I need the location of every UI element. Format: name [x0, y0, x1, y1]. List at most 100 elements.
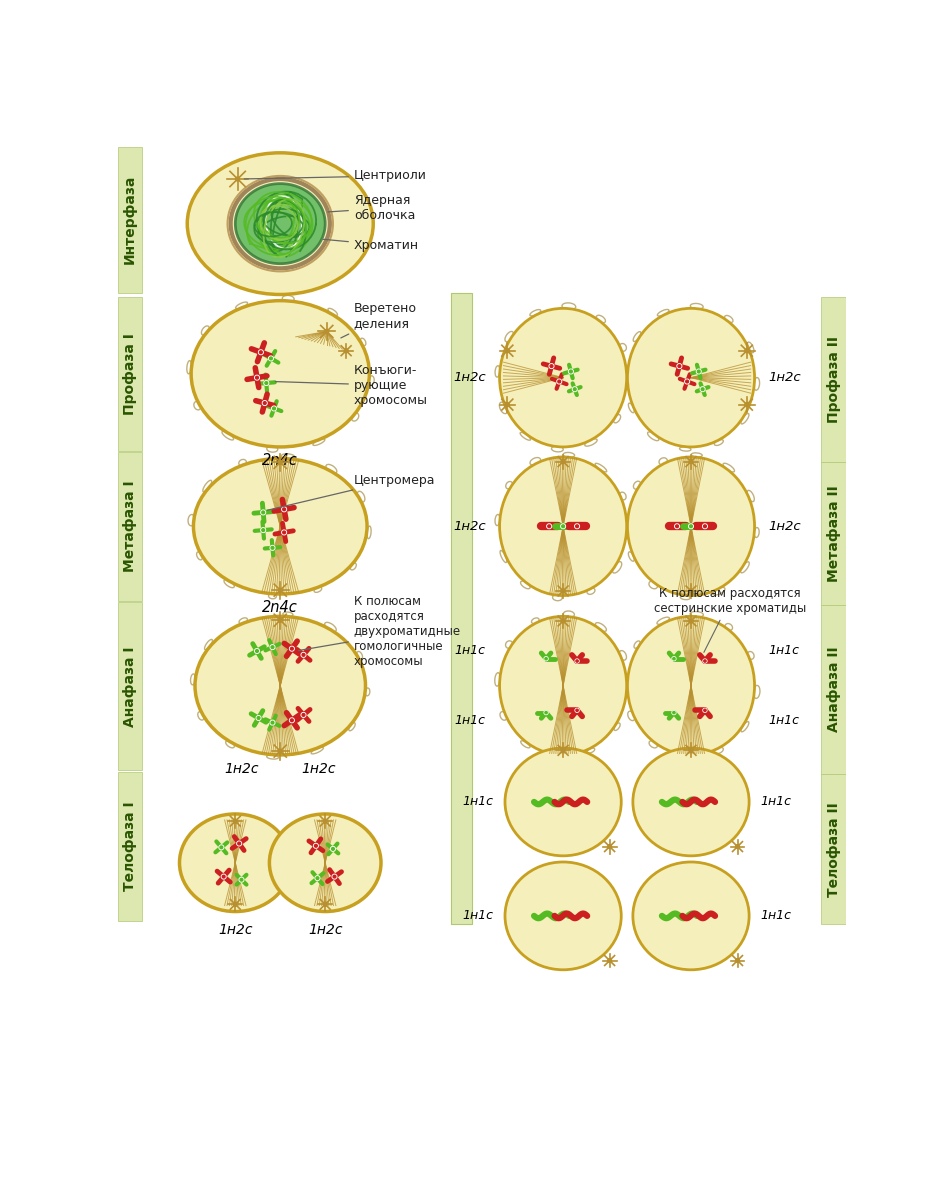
Circle shape	[672, 710, 676, 714]
Circle shape	[258, 716, 260, 720]
Ellipse shape	[499, 616, 627, 754]
Text: 1н2c: 1н2c	[225, 762, 258, 776]
Circle shape	[549, 364, 554, 369]
Circle shape	[685, 380, 689, 384]
Circle shape	[573, 388, 576, 390]
Circle shape	[570, 370, 572, 372]
Bar	[822, 463, 846, 605]
Bar	[822, 775, 846, 925]
Text: Анафаза I: Анафаза I	[123, 646, 137, 727]
Circle shape	[233, 819, 237, 823]
Circle shape	[257, 715, 261, 720]
Circle shape	[262, 401, 267, 406]
Ellipse shape	[187, 152, 373, 294]
Circle shape	[314, 844, 319, 848]
Ellipse shape	[628, 457, 755, 595]
Text: 1н1c: 1н1c	[760, 909, 791, 922]
Circle shape	[278, 588, 282, 593]
Circle shape	[269, 356, 274, 361]
Circle shape	[272, 406, 276, 411]
Circle shape	[700, 387, 705, 392]
Circle shape	[240, 878, 243, 881]
Ellipse shape	[628, 616, 755, 754]
Text: Интерфаза: Интерфаза	[123, 175, 137, 264]
Circle shape	[545, 658, 547, 659]
Circle shape	[550, 364, 553, 368]
Text: 1н2c: 1н2c	[218, 922, 253, 937]
Circle shape	[271, 721, 274, 724]
Circle shape	[323, 819, 327, 823]
Bar	[451, 293, 473, 925]
Text: К полюсам
расходятся
двухроматидные
гомологичные
хромосомы: К полюсам расходятся двухроматидные гомо…	[299, 595, 461, 669]
Circle shape	[557, 380, 560, 383]
Circle shape	[556, 380, 561, 384]
Text: К полюсам расходятся
сестринские хроматиды: К полюсам расходятся сестринские хромати…	[653, 587, 806, 652]
Circle shape	[736, 959, 740, 963]
Text: Анафаза II: Анафаза II	[826, 646, 840, 732]
Circle shape	[561, 589, 565, 593]
Circle shape	[689, 619, 693, 622]
Ellipse shape	[180, 814, 291, 912]
Circle shape	[261, 528, 265, 532]
Circle shape	[545, 712, 547, 714]
Circle shape	[263, 402, 266, 405]
Bar	[118, 772, 142, 921]
Text: 1н2c: 1н2c	[302, 762, 337, 776]
Circle shape	[222, 875, 225, 878]
Circle shape	[261, 511, 265, 515]
Circle shape	[697, 369, 701, 374]
Text: 1н2c: 1н2c	[453, 520, 486, 533]
Text: Центромера: Центромера	[268, 474, 435, 511]
Ellipse shape	[235, 183, 325, 264]
Circle shape	[283, 508, 286, 511]
Circle shape	[544, 657, 548, 660]
Circle shape	[264, 381, 269, 386]
Circle shape	[270, 357, 273, 359]
Circle shape	[561, 524, 566, 528]
Circle shape	[302, 653, 305, 656]
Text: Конъюги-
рующие
хромосомы: Конъюги- рующие хромосомы	[275, 364, 428, 407]
Circle shape	[576, 709, 578, 712]
Circle shape	[239, 877, 243, 882]
Text: Метафаза II: Метафаза II	[826, 486, 840, 582]
Ellipse shape	[505, 749, 621, 856]
Ellipse shape	[194, 458, 367, 594]
Circle shape	[673, 658, 675, 659]
Circle shape	[237, 841, 242, 846]
Circle shape	[677, 364, 682, 369]
Circle shape	[344, 349, 348, 352]
Circle shape	[316, 877, 319, 879]
Bar	[118, 296, 142, 451]
Ellipse shape	[633, 862, 749, 970]
Text: 1н1c: 1н1c	[760, 795, 791, 808]
Circle shape	[697, 370, 700, 372]
Circle shape	[675, 524, 680, 528]
Circle shape	[575, 525, 578, 527]
Circle shape	[256, 650, 258, 652]
Circle shape	[258, 350, 263, 355]
Text: 1н1c: 1н1c	[769, 645, 800, 658]
Circle shape	[702, 524, 707, 528]
Text: Центриоли: Центриоли	[244, 169, 427, 182]
Circle shape	[569, 369, 573, 374]
Circle shape	[262, 528, 264, 532]
Circle shape	[333, 875, 336, 878]
Circle shape	[302, 714, 305, 716]
Ellipse shape	[499, 457, 627, 595]
Circle shape	[506, 349, 509, 352]
Circle shape	[283, 531, 286, 534]
Circle shape	[332, 847, 335, 851]
Text: Веретено
деления: Веретено деления	[341, 302, 416, 338]
Text: 1н1c: 1н1c	[455, 714, 486, 727]
Circle shape	[270, 545, 274, 550]
Circle shape	[255, 649, 259, 653]
Circle shape	[703, 708, 707, 712]
Circle shape	[689, 459, 693, 463]
Bar	[118, 146, 142, 293]
Circle shape	[547, 524, 552, 528]
Text: 1н2c: 1н2c	[769, 371, 801, 384]
Circle shape	[689, 749, 693, 752]
Text: Хроматин: Хроматин	[323, 239, 419, 252]
Circle shape	[238, 843, 241, 845]
Circle shape	[325, 330, 329, 333]
